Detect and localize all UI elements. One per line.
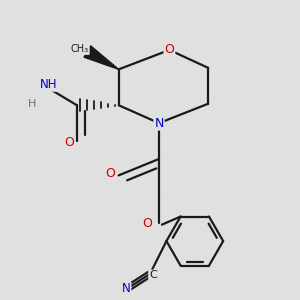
Text: H: H <box>28 99 36 109</box>
Text: O: O <box>64 136 74 149</box>
Polygon shape <box>84 46 119 69</box>
Text: C: C <box>149 270 157 280</box>
Text: N: N <box>154 117 164 130</box>
Text: CH₃: CH₃ <box>71 44 89 54</box>
Text: O: O <box>142 217 152 230</box>
Text: O: O <box>105 167 115 180</box>
Text: NH: NH <box>40 78 57 91</box>
Text: N: N <box>122 282 130 296</box>
Text: O: O <box>164 44 174 56</box>
